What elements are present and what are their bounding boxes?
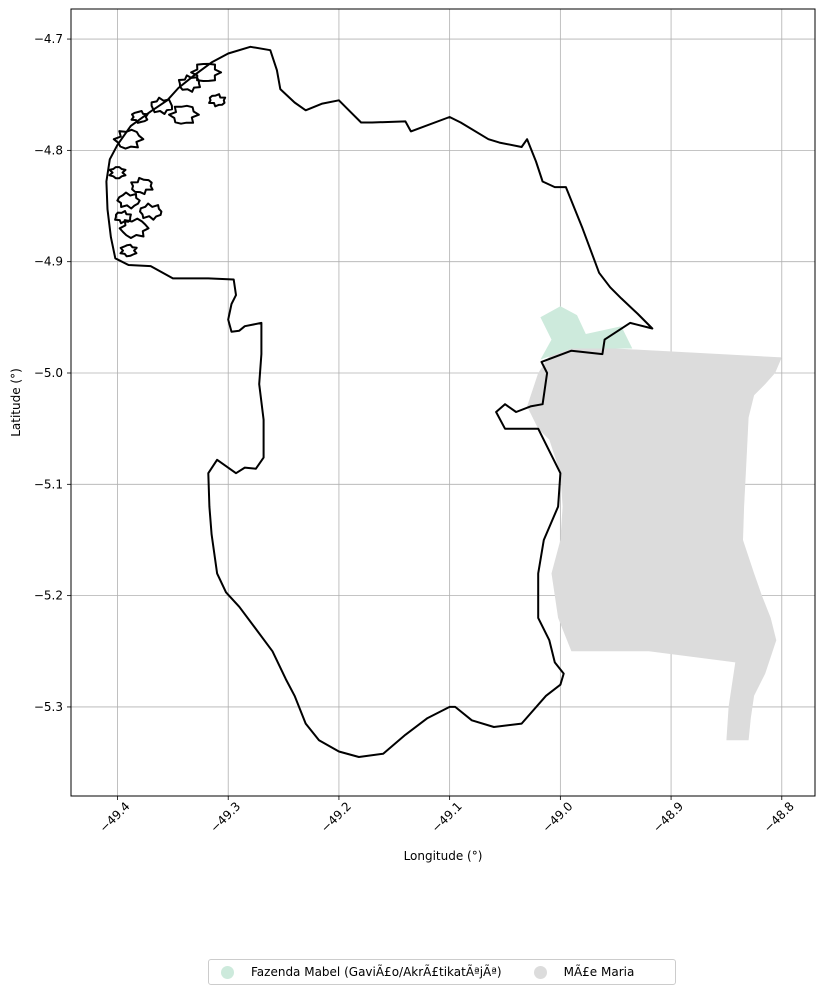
coastline-fragment — [190, 62, 223, 82]
legend-item-mae-maria: MÃ£e Maria — [533, 965, 635, 979]
legend-item-fazenda: Fazenda Mabel (GaviÃ£o/AkrÃ£tikatÃªjÃª) — [221, 965, 502, 979]
coastline-fragment — [108, 166, 127, 180]
x-tick-label: −48.8 — [761, 799, 797, 835]
coastline-fragment — [168, 104, 200, 125]
x-tick-label: −49.3 — [207, 799, 243, 835]
coastline-fragment — [139, 202, 163, 221]
mae-maria-region — [527, 348, 782, 741]
coastline-fragment — [150, 96, 173, 115]
x-tick-label: −49.1 — [429, 799, 465, 835]
legend: Fazenda Mabel (GaviÃ£o/AkrÃ£tikatÃªjÃª) … — [208, 959, 676, 985]
municipality-boundary — [105, 45, 654, 758]
x-tick-label: −49.2 — [318, 799, 354, 835]
coastline-fragment — [130, 176, 154, 196]
x-tick-label: −49.0 — [540, 799, 576, 835]
x-tick-label: −49.4 — [97, 799, 133, 835]
legend-swatch-fazenda — [221, 965, 234, 979]
regions — [527, 306, 782, 741]
coastline-fragment — [114, 210, 132, 225]
coastline-fragment — [208, 93, 227, 108]
coastline-fragment — [130, 110, 149, 124]
y-tick-label: −5.3 — [34, 700, 63, 714]
y-tick-label: −4.8 — [34, 143, 63, 157]
x-tick-label: −48.9 — [650, 799, 686, 835]
coastline-fragment — [112, 128, 145, 150]
fazenda-mabel-region — [540, 306, 633, 360]
y-tick-label: −4.7 — [34, 32, 63, 46]
x-axis-label: Longitude (°) — [404, 849, 483, 863]
coastline-fragment — [116, 191, 141, 210]
y-tick-label: −5.1 — [34, 477, 63, 491]
legend-label-fazenda: Fazenda Mabel (GaviÃ£o/AkrÃ£tikatÃªjÃª) — [251, 965, 502, 979]
y-tick-label: −5.0 — [34, 366, 63, 380]
legend-label-mae-maria: MÃ£e Maria — [563, 965, 635, 979]
plot-frame — [70, 8, 816, 797]
y-tick-label: −5.2 — [34, 589, 63, 603]
y-tick-label: −4.9 — [34, 255, 63, 269]
coastline-fragment — [118, 217, 150, 239]
coastline-fragment — [177, 74, 201, 93]
y-axis-label: Latitude (°) — [9, 368, 23, 437]
coastline-fragment — [119, 243, 138, 258]
legend-swatch-mae-maria — [533, 965, 547, 979]
boundary — [105, 45, 654, 758]
